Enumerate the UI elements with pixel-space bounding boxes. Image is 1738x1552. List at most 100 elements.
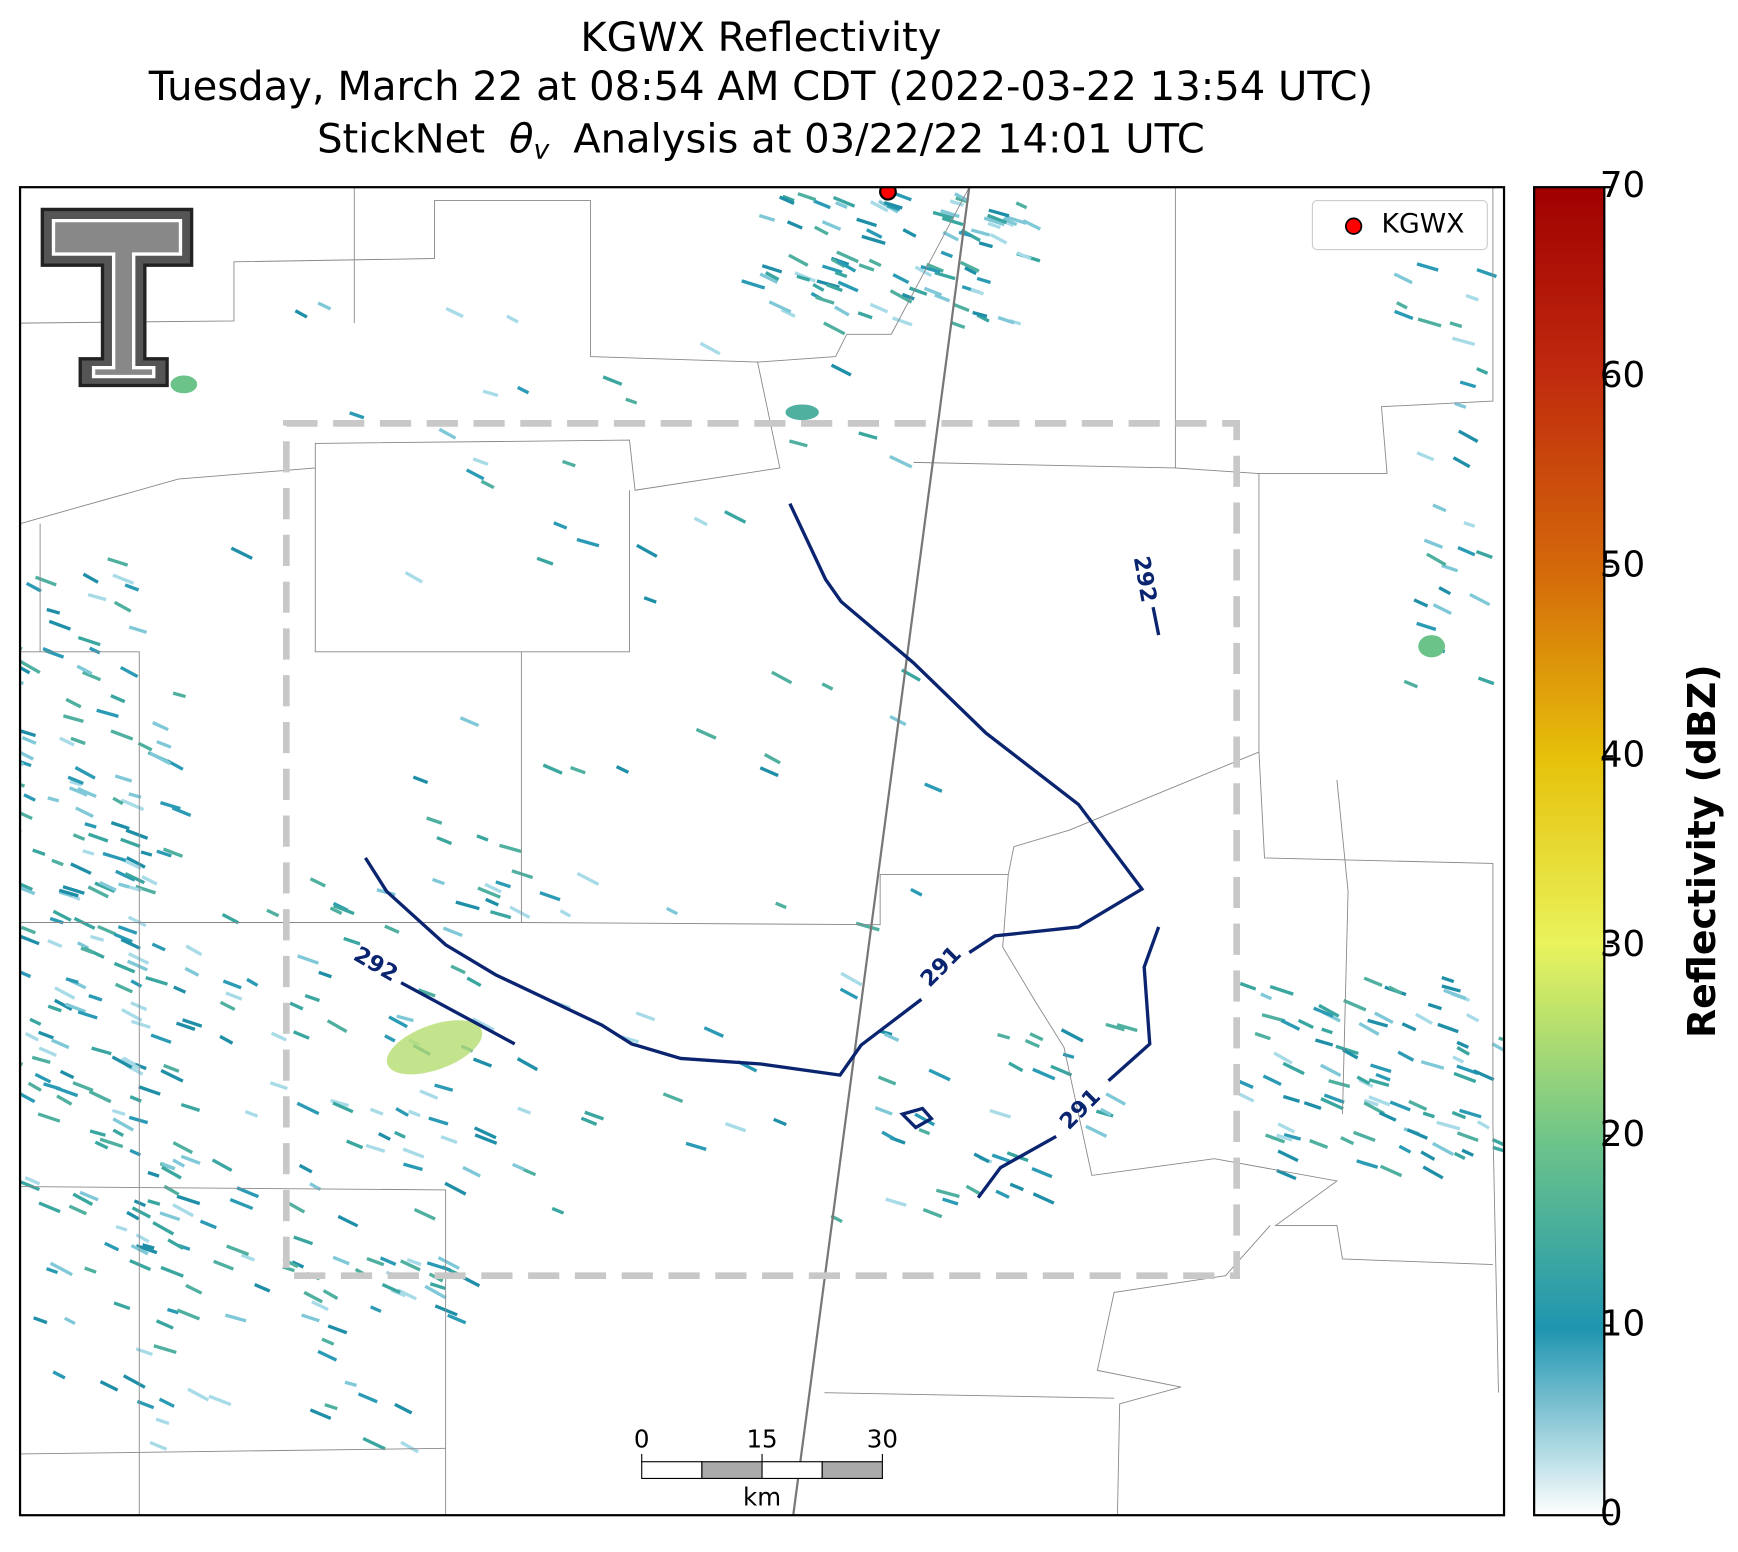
echo [1476, 1120, 1490, 1130]
echo [113, 932, 133, 944]
echo [910, 887, 923, 897]
county [1096, 1225, 1271, 1516]
echo [472, 457, 489, 466]
echo [1441, 984, 1461, 993]
county [1336, 779, 1349, 1115]
echo [636, 543, 658, 558]
echo [1416, 451, 1435, 462]
colorbar-tick-label: 10 [1600, 1303, 1645, 1344]
echo [110, 821, 130, 831]
echo [309, 1408, 332, 1420]
radar-site [879, 187, 897, 201]
echo [141, 875, 158, 886]
echo [160, 1265, 184, 1278]
colorbar-tick-label: 70 [1600, 165, 1645, 206]
echo [399, 1259, 421, 1272]
echo [1321, 1027, 1333, 1035]
scale-segment [761, 1461, 823, 1479]
echo [160, 1068, 184, 1083]
echo [1379, 1164, 1403, 1178]
echo [1236, 1078, 1254, 1089]
echo [459, 716, 480, 728]
echo [20, 728, 37, 738]
echo [87, 832, 109, 843]
echo [135, 1347, 154, 1357]
echo [384, 1034, 396, 1043]
echo [172, 1158, 186, 1168]
echo [120, 798, 145, 812]
echo [615, 765, 630, 774]
echo [318, 970, 332, 979]
county [521, 473, 1260, 926]
echo [222, 979, 242, 990]
echo [99, 1137, 124, 1149]
echo [317, 1349, 338, 1362]
colorbar-tick-label: 0 [1600, 1493, 1623, 1534]
echo [20, 780, 26, 788]
title-part: Analysis at 03/22/22 14:01 UTC [573, 117, 1205, 163]
echo [1477, 676, 1495, 686]
echo [131, 1206, 152, 1219]
echo [96, 708, 119, 718]
echo [988, 208, 1010, 218]
echo [834, 305, 850, 317]
echo [172, 1203, 194, 1218]
echo [400, 1440, 419, 1454]
echo [1408, 1099, 1428, 1111]
echo [976, 276, 991, 285]
echo [366, 1256, 385, 1267]
echo [130, 1019, 151, 1029]
echo [377, 1132, 391, 1141]
echo [229, 1198, 254, 1211]
echo [761, 264, 783, 274]
echo [126, 1210, 140, 1221]
echo [1099, 1107, 1112, 1117]
echo [474, 1133, 498, 1145]
echo [1261, 1013, 1286, 1023]
echo [126, 959, 148, 972]
echo [77, 786, 97, 799]
echo [58, 888, 79, 898]
echo [394, 1402, 413, 1415]
echo [940, 209, 960, 219]
scale-tick-label: 15 [746, 1425, 777, 1454]
echo [455, 900, 480, 911]
echo [1465, 1013, 1480, 1023]
echo [0, 1178, 6, 1186]
echo [444, 1181, 467, 1196]
echo [72, 1081, 94, 1093]
echo [473, 1126, 497, 1140]
legend-box [1311, 200, 1488, 251]
echo [20, 879, 34, 892]
echo [324, 1403, 338, 1411]
echo [147, 1199, 161, 1206]
echo [56, 1094, 73, 1106]
echo [117, 925, 138, 935]
echo [438, 427, 457, 440]
county [1258, 752, 1494, 1126]
echo [924, 782, 943, 793]
echo [431, 877, 445, 886]
echo [162, 847, 184, 858]
echo [775, 901, 787, 910]
echo [326, 1019, 348, 1033]
echo [173, 985, 187, 994]
echo [1436, 1120, 1461, 1131]
echo [1417, 317, 1442, 328]
echo [386, 1020, 483, 1075]
echo [516, 385, 530, 395]
echo [0, 694, 6, 702]
echo [38, 1201, 61, 1214]
echo [25, 581, 42, 593]
echo [180, 1102, 201, 1112]
echo [82, 849, 95, 856]
echo [1363, 976, 1383, 987]
echo [138, 1085, 161, 1096]
echo [788, 439, 808, 448]
echo [1368, 1095, 1391, 1107]
echo [145, 976, 168, 986]
echo [693, 516, 708, 527]
echo [1277, 1149, 1299, 1163]
echo [782, 194, 795, 203]
echo [813, 225, 829, 236]
